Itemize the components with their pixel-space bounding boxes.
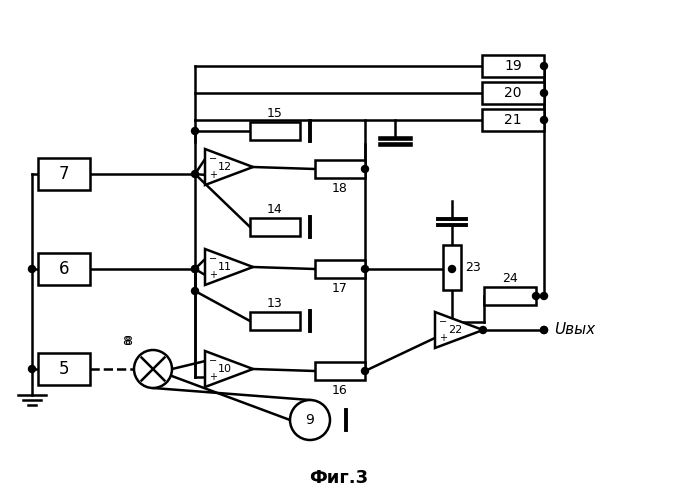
Circle shape [191, 266, 199, 272]
Text: +: + [209, 170, 217, 180]
Text: 15: 15 [267, 107, 283, 120]
Text: −: − [209, 356, 217, 366]
Bar [315, 160, 365, 178]
Text: −: − [439, 317, 447, 327]
Circle shape [449, 266, 456, 272]
Text: +: + [209, 270, 217, 280]
Text: 8: 8 [124, 335, 132, 348]
Circle shape [532, 292, 540, 300]
Text: 18: 18 [332, 182, 348, 195]
Text: 11: 11 [218, 262, 232, 272]
Bar [38, 253, 90, 285]
Bar [484, 287, 536, 305]
Text: 6: 6 [59, 260, 69, 278]
Circle shape [28, 266, 35, 272]
Circle shape [191, 170, 199, 177]
Bar [38, 353, 90, 385]
Text: 20: 20 [504, 86, 522, 100]
Circle shape [361, 166, 369, 172]
Text: 7: 7 [59, 165, 69, 183]
Bar [482, 109, 544, 131]
Bar [443, 245, 461, 290]
Text: 8: 8 [122, 335, 130, 348]
Circle shape [191, 288, 199, 294]
Bar [250, 218, 300, 236]
Bar [315, 362, 365, 380]
Text: 14: 14 [267, 203, 283, 216]
Text: −: − [209, 154, 217, 164]
Circle shape [540, 292, 548, 300]
Text: Фиг.3: Фиг.3 [309, 469, 369, 487]
Bar [250, 122, 300, 140]
Text: 21: 21 [504, 113, 522, 127]
Text: 12: 12 [218, 162, 233, 172]
Circle shape [540, 62, 548, 70]
Text: 17: 17 [332, 282, 348, 295]
Text: 5: 5 [59, 360, 69, 378]
Text: 16: 16 [332, 384, 348, 397]
Circle shape [540, 116, 548, 123]
Text: +: + [209, 372, 217, 382]
Circle shape [191, 266, 199, 272]
Polygon shape [205, 149, 253, 185]
Circle shape [540, 326, 548, 334]
Text: 10: 10 [218, 364, 232, 374]
Bar [38, 158, 90, 190]
Circle shape [540, 90, 548, 96]
Bar [250, 312, 300, 330]
Bar [315, 260, 365, 278]
Text: 22: 22 [448, 325, 462, 335]
Circle shape [28, 366, 35, 372]
Text: 9: 9 [306, 413, 315, 427]
Polygon shape [205, 249, 253, 285]
Text: 19: 19 [504, 59, 522, 73]
Circle shape [191, 128, 199, 134]
Polygon shape [205, 351, 253, 387]
Text: −: − [209, 254, 217, 264]
Text: 13: 13 [267, 297, 283, 310]
Circle shape [361, 266, 369, 272]
Text: Uвых: Uвых [554, 322, 595, 338]
Circle shape [290, 400, 330, 440]
Text: 24: 24 [502, 272, 518, 285]
Circle shape [361, 368, 369, 374]
Text: +: + [439, 333, 447, 343]
Polygon shape [435, 312, 483, 348]
Circle shape [479, 326, 487, 334]
Circle shape [540, 326, 548, 334]
Bar [482, 82, 544, 104]
Circle shape [134, 350, 172, 388]
Bar [482, 55, 544, 77]
Text: 23: 23 [465, 261, 481, 274]
